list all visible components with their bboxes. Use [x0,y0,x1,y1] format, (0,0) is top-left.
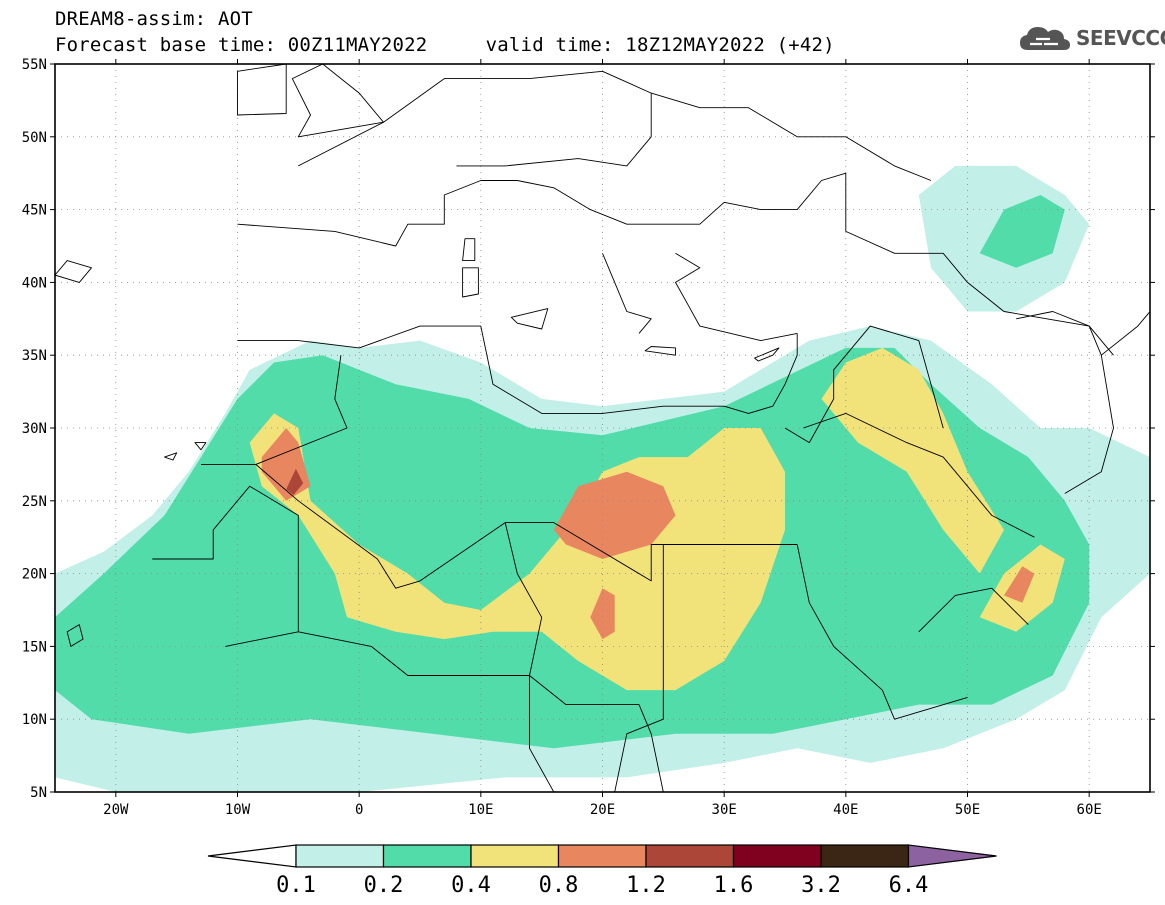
aot-region-level-3 [590,588,615,640]
island-outline [462,238,476,262]
aot-region-level-4 [286,468,304,495]
colorbar-swatch [295,844,385,868]
colorbar-under-arrow [207,844,297,868]
colorbar-level-label: 1.6 [714,873,754,898]
latitude-label: 55N [22,57,47,73]
longitude-label: 20E [590,802,615,818]
longitude-label: 10E [468,802,493,818]
border-line [796,544,968,720]
border-line [784,325,944,444]
aot-region-level-1 [979,195,1065,268]
longitude-label: 30E [712,802,737,818]
border-line [918,587,1029,633]
colorbar-over-arrow [907,844,997,868]
border-line [803,412,1035,538]
colorbar: 0.1 0.2 0.4 0.8 1.2 1.6 3.2 6.4 [207,844,997,898]
colorbar-level-label: 6.4 [889,873,929,898]
longitude-label: 10W [225,802,251,818]
longitude-label: 20W [103,802,129,818]
colorbar-level-label: 0.8 [539,873,579,898]
aot-region-level-3 [553,471,676,559]
island-outline [510,308,549,330]
border-line [602,253,652,334]
border-line [614,544,664,792]
aot-region-level-2 [821,347,1004,574]
latitude-label: 35N [22,348,47,364]
island-outline [55,260,92,283]
colorbar-swatch [732,844,822,868]
latitude-label: 15N [22,639,47,655]
longitude-label: 50E [955,802,980,818]
seevccc-logo: SEEVCCC [1018,22,1165,54]
island-outline [291,64,384,138]
colorbar-level-label: 1.2 [626,873,666,898]
colorbar-level-label: 0.1 [276,873,316,898]
aot-field [55,165,1150,792]
colorbar-level-label: 3.2 [801,873,841,898]
colorbar-swatch [645,844,735,868]
island-outline [237,64,287,116]
border-line [255,464,798,589]
island-outline [644,346,676,356]
colorbar-swatch [382,844,472,868]
colorbar-swatch [470,844,560,868]
longitude-label: 40E [833,802,858,818]
colorbar-swatch [820,844,910,868]
latitude-label: 5N [30,785,47,801]
island-outline [194,442,207,451]
map-title: DREAM8-assim: AOT [55,8,253,30]
border-line [1101,311,1150,356]
colorbar-swatch [557,844,647,868]
latitude-label: 25N [22,494,47,510]
logo-text: SEEVCCC [1076,26,1165,50]
longitude-label: 0 [355,802,363,818]
country-borders [55,64,1150,792]
latitude-label: 10N [22,712,47,728]
cloud-icon [1020,27,1070,50]
border-line [237,325,798,414]
island-outline [164,452,178,461]
aot-region-level-3 [1004,566,1035,603]
latitude-axis: 55N 50N 45N 40N 35N 30N 25N 20N 15N 10N 5N [22,57,1155,801]
longitude-axis: 20W 10W 0 10E 20E 30E 40E 50E 60E [103,59,1102,818]
island-outline [462,267,479,298]
border-line [237,172,1114,356]
latitude-label: 50N [22,130,47,146]
island-outline [66,624,84,647]
island-outline [754,347,780,362]
colorbar-level-label: 0.4 [451,873,491,898]
border-line [651,92,932,181]
border-line [675,252,798,342]
latitude-label: 45N [22,203,47,219]
latitude-label: 20N [22,567,47,583]
border-line [201,355,348,465]
border-line [298,631,555,792]
longitude-label: 60E [1077,802,1102,818]
latitude-label: 30N [22,421,47,437]
colorbar-level-label: 0.2 [364,873,404,898]
border-line [504,522,664,792]
latitude-label: 40N [22,275,47,291]
forecast-time-line: Forecast base time: 00Z11MAY2022 valid t… [55,34,835,56]
